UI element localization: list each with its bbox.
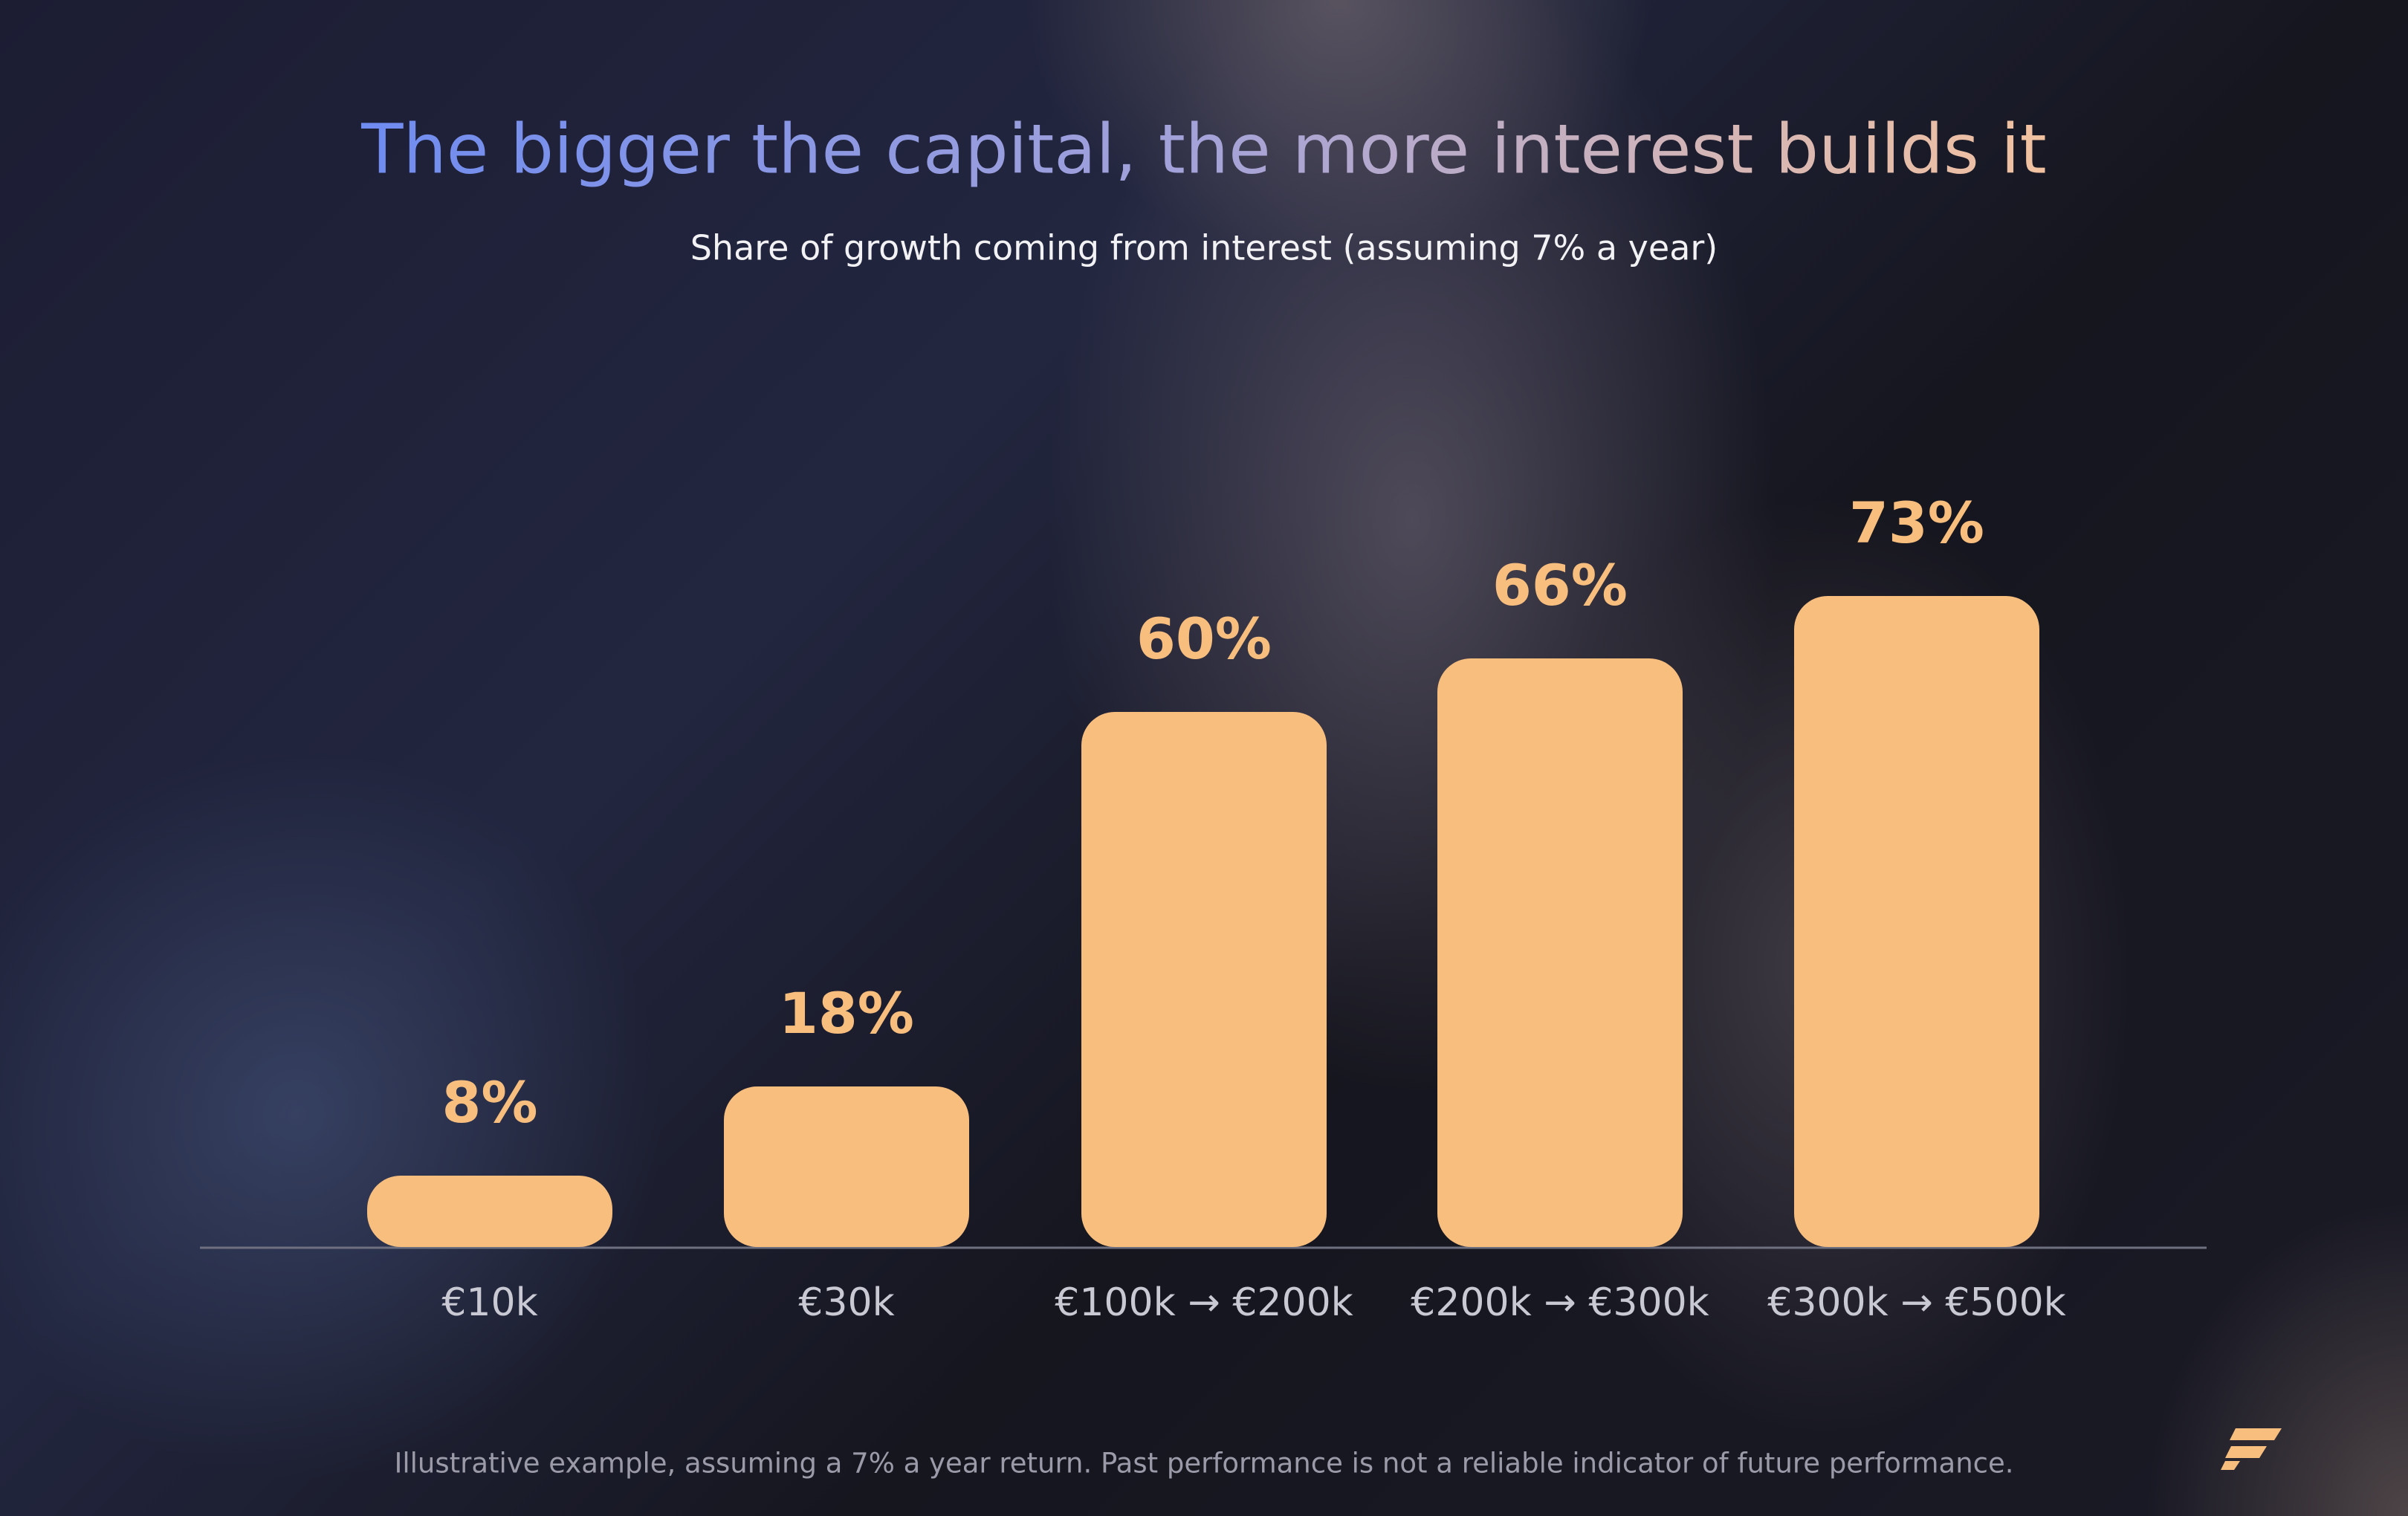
value-label: 8% (441, 1069, 537, 1136)
value-label: 60% (1136, 606, 1272, 672)
bar (1081, 712, 1327, 1247)
x-tick-label: €30k (798, 1280, 894, 1325)
logo (2221, 1428, 2282, 1470)
x-tick-label: €10k (441, 1280, 537, 1325)
bar (1794, 596, 2039, 1247)
x-tick-label: €200k → €300k (1411, 1280, 1709, 1325)
bar (1437, 658, 1683, 1247)
value-label: 18% (779, 980, 914, 1046)
chart-title: The bigger the capital, the more interes… (360, 109, 2046, 189)
footnote: Illustrative example, assuming a 7% a ye… (394, 1448, 2013, 1480)
x-tick-label: €100k → €200k (1055, 1280, 1353, 1325)
value-label: 66% (1492, 552, 1628, 618)
bar (367, 1176, 612, 1247)
value-label: 73% (1849, 490, 1984, 556)
chart-subtitle: Share of growth coming from interest (as… (690, 228, 1718, 268)
bar (724, 1086, 969, 1247)
x-tick-label: €300k → €500k (1767, 1280, 2066, 1325)
